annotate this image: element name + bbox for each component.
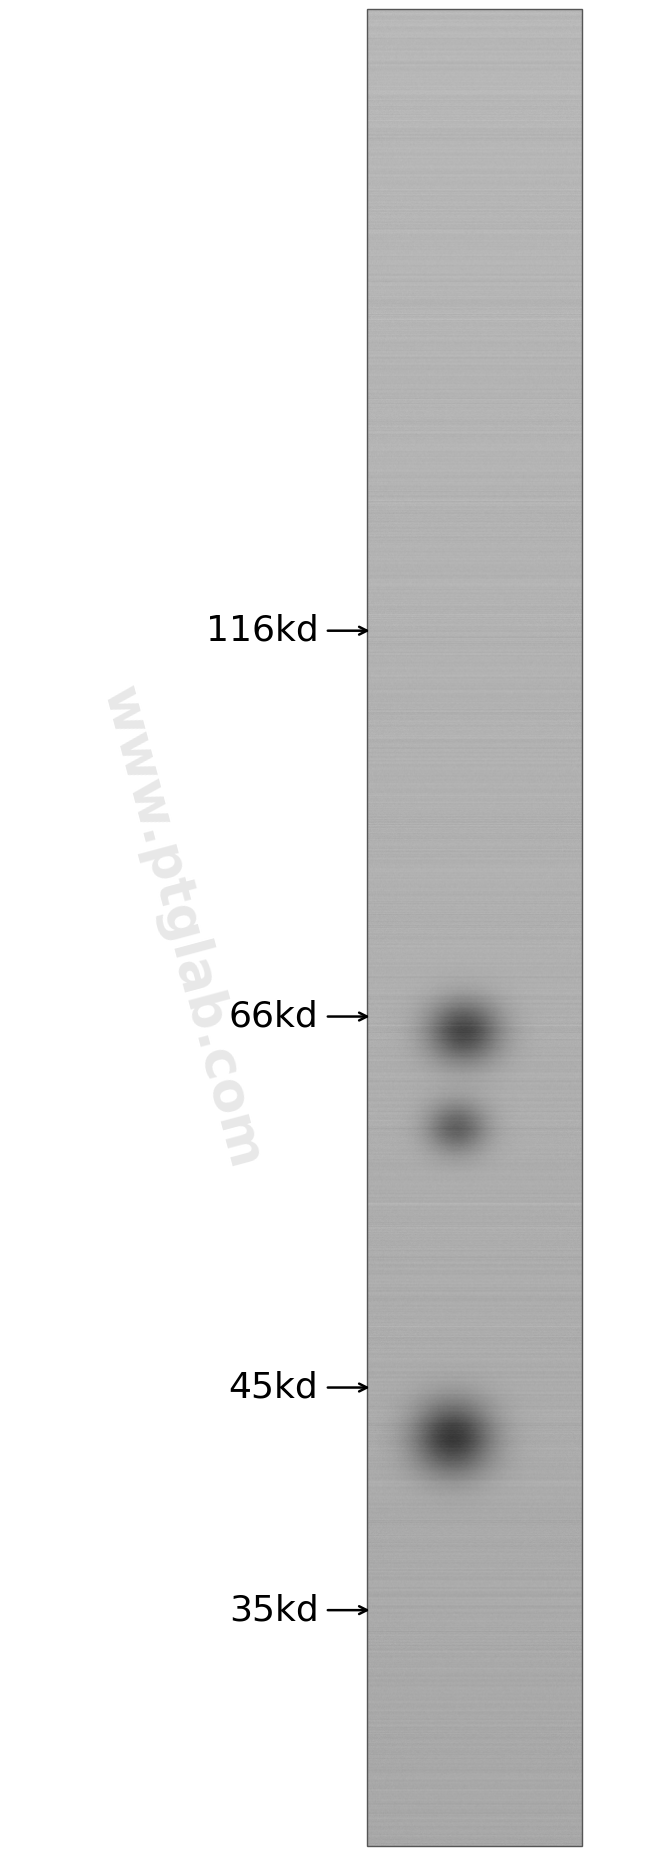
Text: www.ptglab.com: www.ptglab.com: [92, 681, 272, 1174]
Text: 45kd: 45kd: [229, 1371, 318, 1404]
Text: 66kd: 66kd: [229, 1000, 318, 1033]
Text: 116kd: 116kd: [206, 614, 318, 647]
Text: 35kd: 35kd: [229, 1593, 318, 1627]
Bar: [367, 9, 582, 1846]
